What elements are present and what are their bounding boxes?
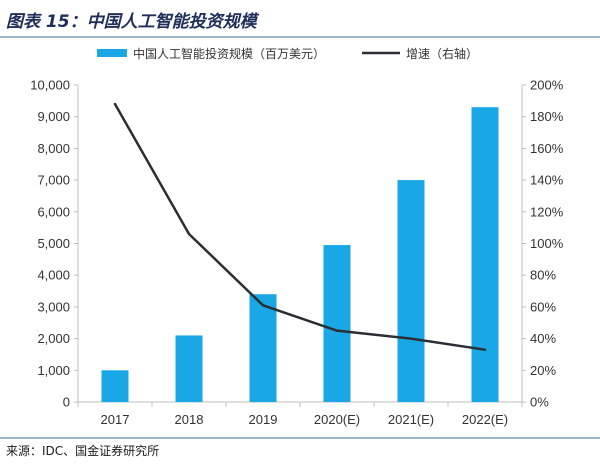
y-right-tick-label: 20%: [530, 363, 556, 378]
y-left-tick-label: 3,000: [37, 299, 70, 314]
y-right-tick-label: 200%: [530, 78, 564, 93]
legend: 中国人工智能投资规模（百万美元） 增速（右轴）: [97, 46, 478, 61]
y-left-tick-label: 9,000: [37, 109, 70, 124]
y-left-tick-label: 8,000: [37, 141, 70, 156]
source-note: 来源：IDC、国金证券研究所: [6, 444, 160, 458]
x-tick-label: 2019: [249, 412, 278, 427]
y-left-tick-label: 7,000: [37, 173, 70, 188]
growth-line: [113, 102, 487, 351]
y-left-tick-label: 0: [63, 395, 70, 410]
y-right-tick-label: 100%: [530, 236, 564, 251]
x-tick-label: 2021(E): [388, 412, 434, 427]
y-right-tick-label: 140%: [530, 173, 564, 188]
x-tick-label: 2018: [175, 412, 204, 427]
x-tick-label: 2017: [101, 412, 130, 427]
y-right-tick-label: 60%: [530, 299, 556, 314]
footer-rule: [0, 437, 600, 439]
y-right-tick-label: 80%: [530, 268, 556, 283]
chart-title: 图表 15：中国人工智能投资规模: [6, 12, 257, 32]
y-right-tick-label: 120%: [530, 204, 564, 219]
title-bar: 图表 15：中国人工智能投资规模: [0, 0, 600, 38]
x-tick-label: 2022(E): [462, 412, 508, 427]
y-left-tick-label: 5,000: [37, 236, 70, 251]
x-tick-label: 2020(E): [314, 412, 360, 427]
legend-swatch-bar: [97, 49, 127, 57]
y-left-tick-label: 10,000: [30, 78, 70, 93]
bar: [471, 107, 499, 402]
y-left-tick-label: 2,000: [37, 331, 70, 346]
bar: [101, 370, 129, 402]
y-left-tick-label: 4,000: [37, 268, 70, 283]
y-right-tick-label: 0%: [530, 395, 549, 410]
legend-label-line: 增速（右轴）: [406, 46, 478, 61]
bar: [249, 294, 277, 402]
y-right-tick-label: 160%: [530, 141, 564, 156]
legend-label-bar: 中国人工智能投资规模（百万美元）: [133, 46, 325, 61]
y-right-tick-label: 180%: [530, 109, 564, 124]
bar: [323, 245, 351, 402]
bar: [175, 335, 203, 402]
y-left-tick-label: 1,000: [37, 363, 70, 378]
y-left-tick-label: 6,000: [37, 204, 70, 219]
y-right-tick-label: 40%: [530, 331, 556, 346]
bar: [397, 180, 425, 402]
